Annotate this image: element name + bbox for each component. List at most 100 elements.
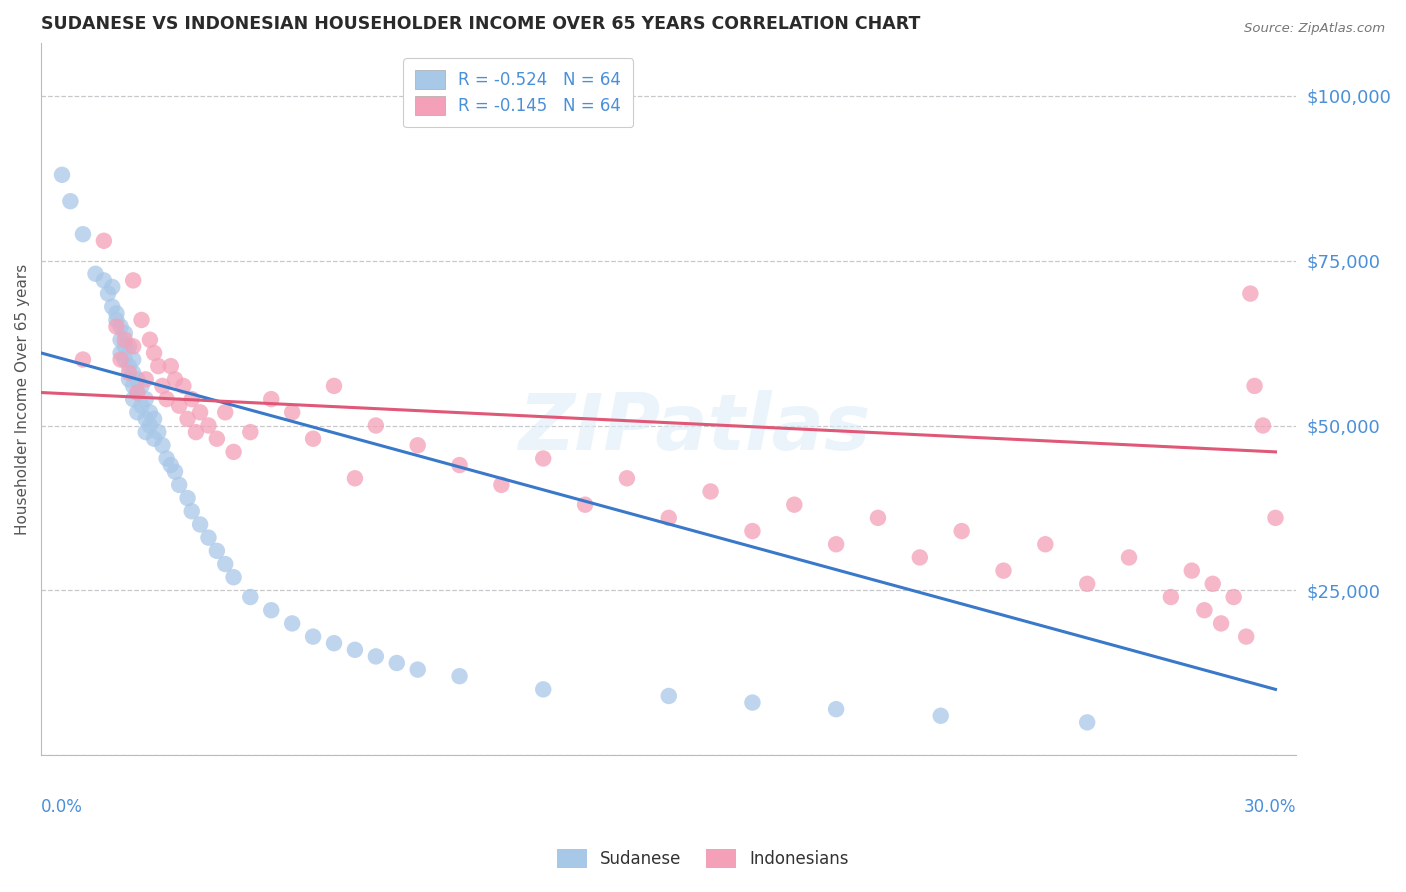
Point [1202,577,1225,591]
Point [114,339,136,353]
Point [364,649,387,664]
Point [163,465,186,479]
Text: 0.0%: 0.0% [41,798,83,816]
Point [1033,537,1056,551]
Text: SUDANESE VS INDONESIAN HOUSEHOLDER INCOME OVER 65 YEARS CORRELATION CHART: SUDANESE VS INDONESIAN HOUSEHOLDER INCOM… [41,15,921,33]
Point [105,306,128,320]
Point [281,616,304,631]
Point [159,458,181,472]
Point [364,418,387,433]
Point [139,418,162,433]
Point [135,412,157,426]
Text: 30.0%: 30.0% [1244,798,1296,816]
Point [1209,616,1232,631]
Point [343,471,366,485]
Point [135,372,157,386]
Point [176,491,198,505]
Point [110,346,132,360]
Point [531,451,554,466]
Point [184,425,207,439]
Point [122,366,145,380]
Point [110,319,132,334]
Point [148,359,170,373]
Point [167,399,190,413]
Point [122,339,145,353]
Point [176,412,198,426]
Point [1160,590,1182,604]
Point [197,418,219,433]
Point [114,333,136,347]
Point [188,517,211,532]
Point [180,504,202,518]
Point [950,524,973,538]
Point [1251,418,1274,433]
Point [156,392,179,406]
Point [197,531,219,545]
Point [239,425,262,439]
Point [302,432,325,446]
Point [449,458,471,472]
Point [122,352,145,367]
Point [180,392,202,406]
Point [122,379,145,393]
Point [131,379,153,393]
Point [741,524,763,538]
Point [866,511,889,525]
Point [72,227,94,242]
Point [105,313,128,327]
Point [148,425,170,439]
Point [93,273,115,287]
Point [323,379,346,393]
Point [114,352,136,367]
Point [152,379,174,393]
Point [449,669,471,683]
Point [163,372,186,386]
Point [214,405,236,419]
Point [105,319,128,334]
Point [1222,590,1244,604]
Point [93,234,115,248]
Point [143,432,166,446]
Point [188,405,211,419]
Y-axis label: Householder Income Over 65 years: Householder Income Over 65 years [15,263,30,534]
Point [205,432,228,446]
Point [1118,550,1140,565]
Point [1234,630,1257,644]
Point [1076,715,1098,730]
Point [156,451,179,466]
Point [59,194,82,209]
Point [491,478,513,492]
Point [323,636,346,650]
Point [135,392,157,406]
Point [1264,511,1286,525]
Legend: R = -0.524   N = 64, R = -0.145   N = 64: R = -0.524 N = 64, R = -0.145 N = 64 [404,58,633,127]
Point [281,405,304,419]
Point [993,564,1015,578]
Point [139,405,162,419]
Point [118,372,141,386]
Point [1243,379,1265,393]
Point [118,359,141,373]
Point [101,300,124,314]
Point [143,412,166,426]
Point [51,168,73,182]
Point [114,326,136,340]
Text: ZIPatlas: ZIPatlas [517,390,870,466]
Point [127,385,149,400]
Point [574,498,596,512]
Point [152,438,174,452]
Point [72,352,94,367]
Point [616,471,638,485]
Point [127,385,149,400]
Point [825,537,848,551]
Point [406,663,429,677]
Point [97,286,120,301]
Point [222,445,245,459]
Point [908,550,931,565]
Point [658,511,681,525]
Point [172,379,194,393]
Point [84,267,107,281]
Point [135,425,157,439]
Point [127,372,149,386]
Point [214,557,236,571]
